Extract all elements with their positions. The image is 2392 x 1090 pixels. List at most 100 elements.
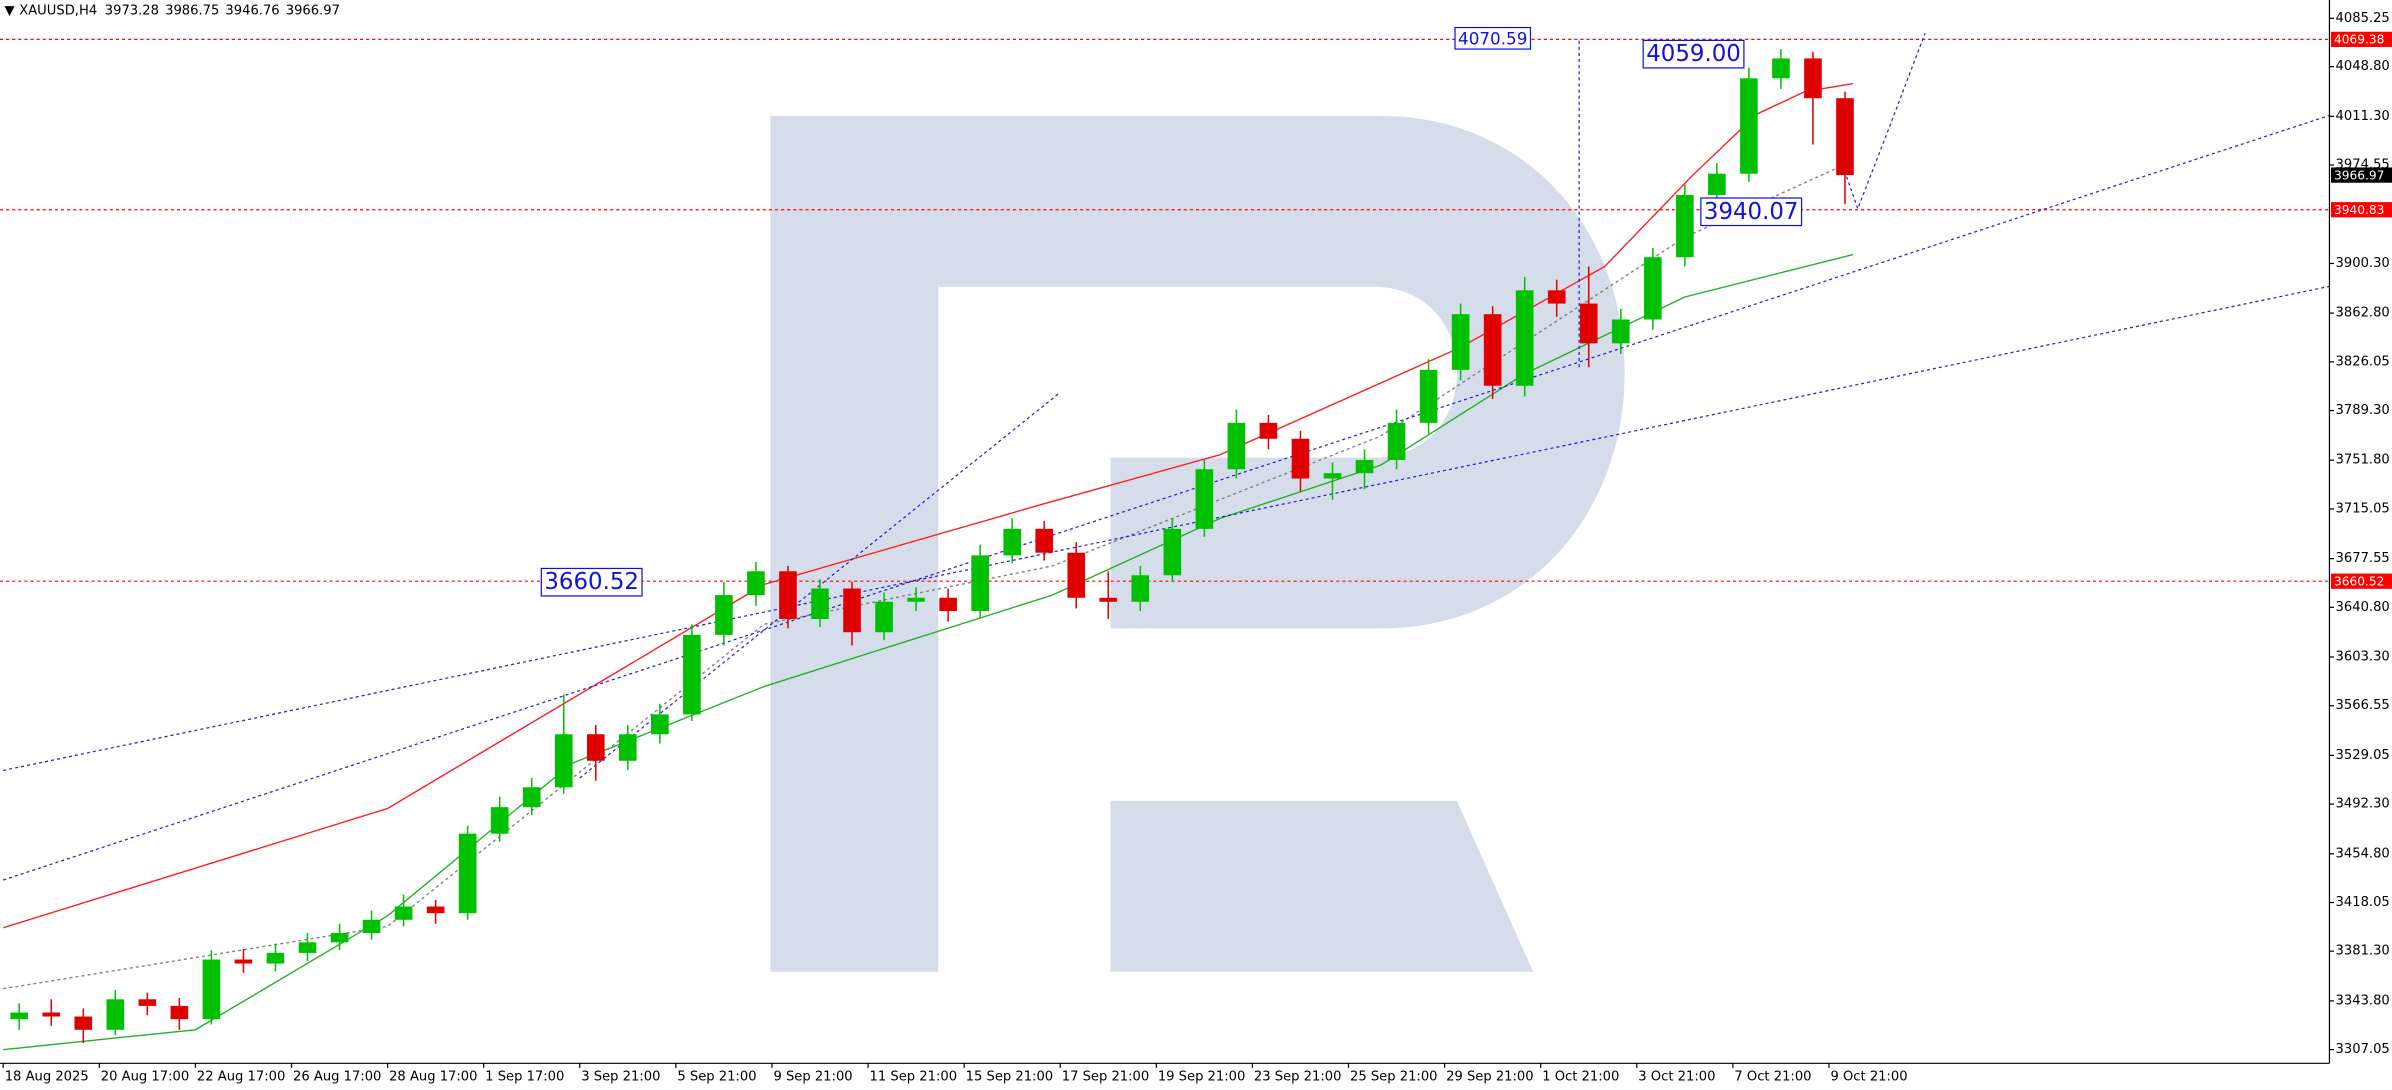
candle-body	[1003, 528, 1021, 556]
x-tick-label: 3 Sep 21:00	[581, 1070, 660, 1085]
candle-body	[74, 1016, 93, 1030]
y-tick-label: 3789.30	[2336, 403, 2390, 418]
candle-body	[811, 588, 829, 619]
candle-body	[1291, 438, 1310, 479]
trendline	[3, 114, 2330, 881]
x-tick-label: 22 Aug 17:00	[197, 1070, 285, 1085]
candle-body	[1836, 98, 1854, 176]
y-tick-label: 3381.30	[2336, 944, 2390, 959]
candle-body	[651, 714, 669, 735]
x-tick-label: 20 Aug 17:00	[101, 1070, 189, 1085]
candle-body	[1708, 173, 1726, 195]
trendline	[3, 285, 2330, 772]
candle-body	[939, 597, 957, 612]
y-tick-label: 4048.80	[2336, 59, 2390, 74]
candle-body	[426, 906, 445, 914]
candle-body	[1740, 78, 1758, 174]
candle-body	[683, 634, 701, 715]
x-tick-label: 18 Aug 2025	[5, 1070, 89, 1085]
candle-body	[1515, 290, 1534, 386]
x-tick-label: 1 Sep 17:00	[485, 1070, 564, 1085]
symbol: XAUUSD,H4	[19, 3, 97, 18]
y-tick-label: 3826.05	[2336, 354, 2390, 369]
candle-body	[202, 959, 221, 1020]
y-tick-label: 3603.30	[2336, 650, 2390, 665]
price-tag-label: 4069.38	[2334, 33, 2384, 47]
y-tick-label: 3492.30	[2336, 797, 2390, 812]
y-tick-label: 3566.55	[2336, 698, 2390, 713]
candle-body	[907, 597, 925, 602]
candle-body	[779, 571, 797, 619]
y-tick-label: 3677.55	[2336, 551, 2390, 566]
candle-body	[234, 959, 253, 964]
x-tick-label: 3 Oct 21:00	[1638, 1070, 1715, 1085]
candle-body	[490, 807, 509, 834]
price-tag-label: 3966.97	[2334, 168, 2384, 182]
x-tick-label: 11 Sep 21:00	[870, 1070, 958, 1085]
y-tick-label: 4085.25	[2336, 11, 2390, 26]
candle-body	[1387, 422, 1406, 460]
x-tick-label: 23 Sep 21:00	[1254, 1070, 1342, 1085]
indicator-line	[3, 253, 1854, 1051]
y-tick-label: 3640.80	[2336, 600, 2390, 615]
y-tick-label: 3343.80	[2336, 993, 2390, 1008]
y-tick-label: 4011.30	[2336, 109, 2390, 124]
x-tick-label: 28 Aug 17:00	[389, 1070, 477, 1085]
annotation-label: 3660.52	[544, 569, 639, 595]
annotation-label: 4059.00	[1646, 41, 1741, 67]
x-tick-label: 1 Oct 21:00	[1542, 1070, 1619, 1085]
candle-body	[554, 734, 573, 788]
candle-body	[170, 1005, 189, 1020]
candle-body	[1259, 422, 1278, 439]
candle-body	[106, 999, 125, 1030]
annotation-label: 4070.59	[1458, 28, 1527, 48]
candle-body	[1643, 257, 1662, 320]
menu-arrow[interactable]: ▼	[5, 3, 16, 18]
low-price: 3946.76	[225, 3, 279, 18]
candle-body	[1195, 469, 1214, 529]
candle-body	[522, 787, 541, 808]
candle-body	[138, 999, 157, 1006]
candle-body	[298, 942, 317, 953]
price-tag-label: 3940.83	[2334, 203, 2384, 217]
candle-body	[618, 734, 637, 761]
plot-area	[0, 33, 2330, 1051]
x-tick-label: 7 Oct 21:00	[1734, 1070, 1811, 1085]
high-price: 3986.75	[165, 3, 219, 18]
x-tick-label: 29 Sep 21:00	[1446, 1070, 1534, 1085]
y-tick-label: 3307.05	[2336, 1042, 2390, 1057]
indicator-line	[3, 163, 1846, 990]
annotation-box	[1454, 26, 1532, 50]
close-price: 3966.97	[286, 3, 340, 18]
price-tag	[2330, 202, 2392, 218]
candle-body	[1579, 303, 1598, 344]
y-tick-label: 3529.05	[2336, 748, 2390, 763]
price-tag-label: 3660.52	[2334, 574, 2384, 588]
candle-body	[971, 555, 989, 612]
candle-body	[1131, 575, 1150, 602]
annotation-box	[1700, 197, 1803, 227]
candle-body	[843, 588, 861, 633]
candle-body	[1227, 422, 1246, 470]
watermark-logo	[770, 115, 1625, 972]
candle-body	[1772, 58, 1790, 79]
y-tick-label: 3751.80	[2336, 453, 2390, 468]
y-tick-label: 3418.05	[2336, 895, 2390, 910]
candle-body	[875, 601, 893, 633]
x-tick-label: 17 Sep 21:00	[1062, 1070, 1150, 1085]
price-tag	[2330, 573, 2392, 589]
candle-body	[10, 1012, 29, 1020]
trendline	[1842, 33, 1926, 211]
chart-header: ▼ XAUUSD,H4 3973.28 3986.75 3946.76 3966.97	[5, 3, 340, 18]
candle-body	[1035, 528, 1054, 553]
candle-body	[362, 919, 381, 934]
price-tag	[2330, 167, 2392, 183]
price-tag	[2330, 31, 2392, 48]
candle-body	[330, 933, 349, 943]
candle-body	[1483, 314, 1502, 386]
x-tick-label: 5 Sep 21:00	[677, 1070, 756, 1085]
annotation-label: 3940.07	[1704, 199, 1799, 225]
candle-body	[1547, 290, 1566, 304]
open-price: 3973.28	[105, 3, 159, 18]
